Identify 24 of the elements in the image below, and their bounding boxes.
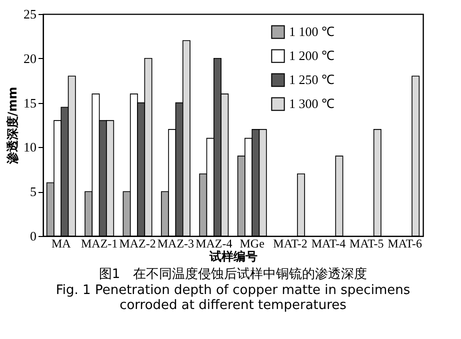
y-tick-label: 10 bbox=[24, 140, 36, 155]
x-tick-label: MAT-6 bbox=[388, 236, 422, 250]
y-tick-label: 15 bbox=[24, 95, 36, 110]
x-tick-label: MAZ-1 bbox=[80, 236, 118, 250]
x-tick-label: MAZ-2 bbox=[119, 236, 156, 250]
x-tick-label: MAT-4 bbox=[311, 236, 346, 250]
legend-label: 1 100 ℃ bbox=[289, 24, 334, 40]
legend-label: 1 250 ℃ bbox=[289, 72, 334, 88]
x-tick-label: MAZ-4 bbox=[196, 236, 232, 250]
x-tick-label: MGe bbox=[240, 236, 264, 250]
legend-label: 1 300 ℃ bbox=[289, 96, 334, 112]
x-tick-label: MAZ-3 bbox=[157, 236, 194, 250]
y-tick-label: 20 bbox=[24, 50, 36, 66]
legend-label: 1 200 ℃ bbox=[289, 48, 334, 64]
y-axis-title: 渗透深度/mm bbox=[6, 86, 20, 166]
x-tick-label: MA bbox=[51, 236, 72, 250]
text: 图1 在不同温度侵蚀后试样中铜锍的渗透深度 bbox=[98, 266, 368, 282]
y-tick-label: 0 bbox=[30, 228, 36, 244]
x-axis-title: 试样编号 bbox=[208, 250, 258, 264]
y-tick-label: 5 bbox=[30, 184, 36, 200]
y-tick-label: 25 bbox=[24, 6, 36, 22]
text: Fig. 1 Penetration depth of copper matte in specimens corroded at different temperatures bbox=[56, 283, 410, 313]
x-tick-label: MAT-2 bbox=[273, 236, 308, 250]
x-tick-label: MAT-5 bbox=[350, 236, 384, 250]
